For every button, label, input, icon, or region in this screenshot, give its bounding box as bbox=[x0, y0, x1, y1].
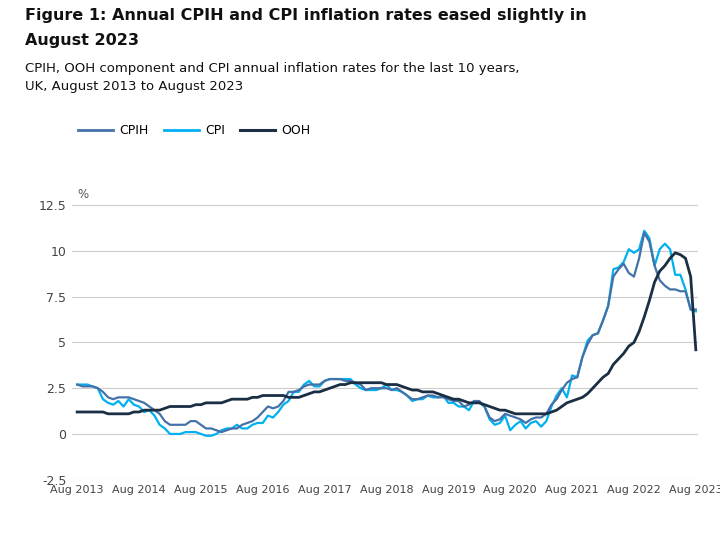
Text: CPIH, OOH component and CPI annual inflation rates for the last 10 years,: CPIH, OOH component and CPI annual infla… bbox=[25, 62, 520, 75]
Legend: CPIH, CPI, OOH: CPIH, CPI, OOH bbox=[78, 125, 310, 138]
Text: %: % bbox=[77, 188, 89, 201]
Text: Figure 1: Annual CPIH and CPI inflation rates eased slightly in: Figure 1: Annual CPIH and CPI inflation … bbox=[25, 8, 587, 23]
Text: UK, August 2013 to August 2023: UK, August 2013 to August 2023 bbox=[25, 80, 243, 93]
Text: August 2023: August 2023 bbox=[25, 33, 139, 48]
